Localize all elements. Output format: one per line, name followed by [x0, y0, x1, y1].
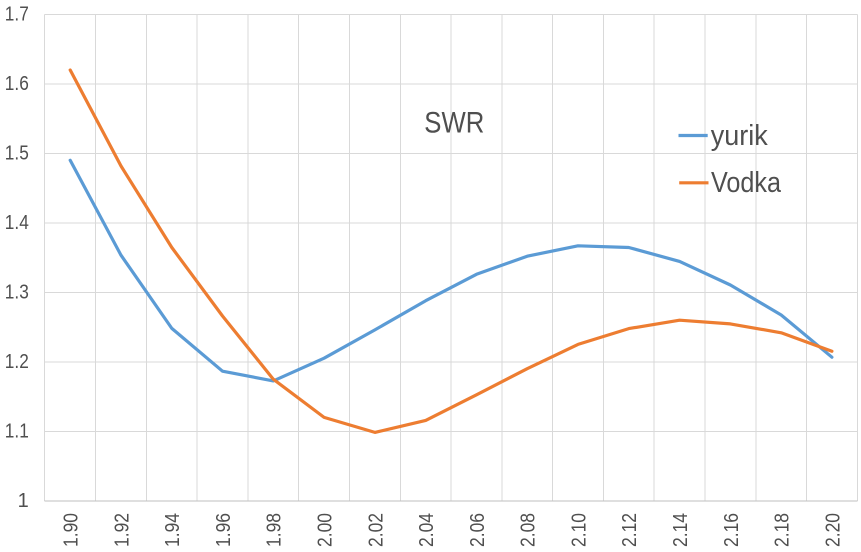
svg-text:2.02: 2.02 — [365, 513, 387, 547]
svg-text:1.96: 1.96 — [213, 513, 235, 547]
svg-text:1.2: 1.2 — [5, 351, 29, 373]
svg-text:yurik: yurik — [711, 120, 768, 152]
svg-text:1.94: 1.94 — [162, 513, 184, 547]
svg-text:2.10: 2.10 — [568, 513, 590, 547]
svg-text:1: 1 — [18, 490, 29, 512]
svg-text:2.14: 2.14 — [670, 513, 692, 547]
svg-text:Vodka: Vodka — [711, 167, 782, 199]
svg-text:1.4: 1.4 — [5, 212, 29, 234]
svg-text:1.3: 1.3 — [5, 282, 29, 304]
svg-text:1.1: 1.1 — [5, 421, 29, 443]
svg-text:2.00: 2.00 — [315, 513, 337, 547]
svg-text:2.16: 2.16 — [721, 513, 743, 547]
svg-text:SWR: SWR — [424, 107, 484, 140]
svg-text:1.6: 1.6 — [5, 73, 29, 95]
svg-text:1.92: 1.92 — [111, 513, 133, 547]
svg-text:1.90: 1.90 — [61, 513, 83, 547]
svg-text:2.20: 2.20 — [822, 513, 844, 547]
svg-text:1.7: 1.7 — [5, 4, 29, 26]
svg-text:1.5: 1.5 — [5, 143, 29, 165]
svg-text:1.98: 1.98 — [264, 513, 286, 547]
svg-text:2.06: 2.06 — [467, 513, 489, 547]
svg-text:2.04: 2.04 — [416, 513, 438, 547]
svg-text:2.18: 2.18 — [772, 513, 794, 547]
svg-text:2.08: 2.08 — [518, 513, 540, 547]
svg-text:2.12: 2.12 — [619, 513, 641, 547]
